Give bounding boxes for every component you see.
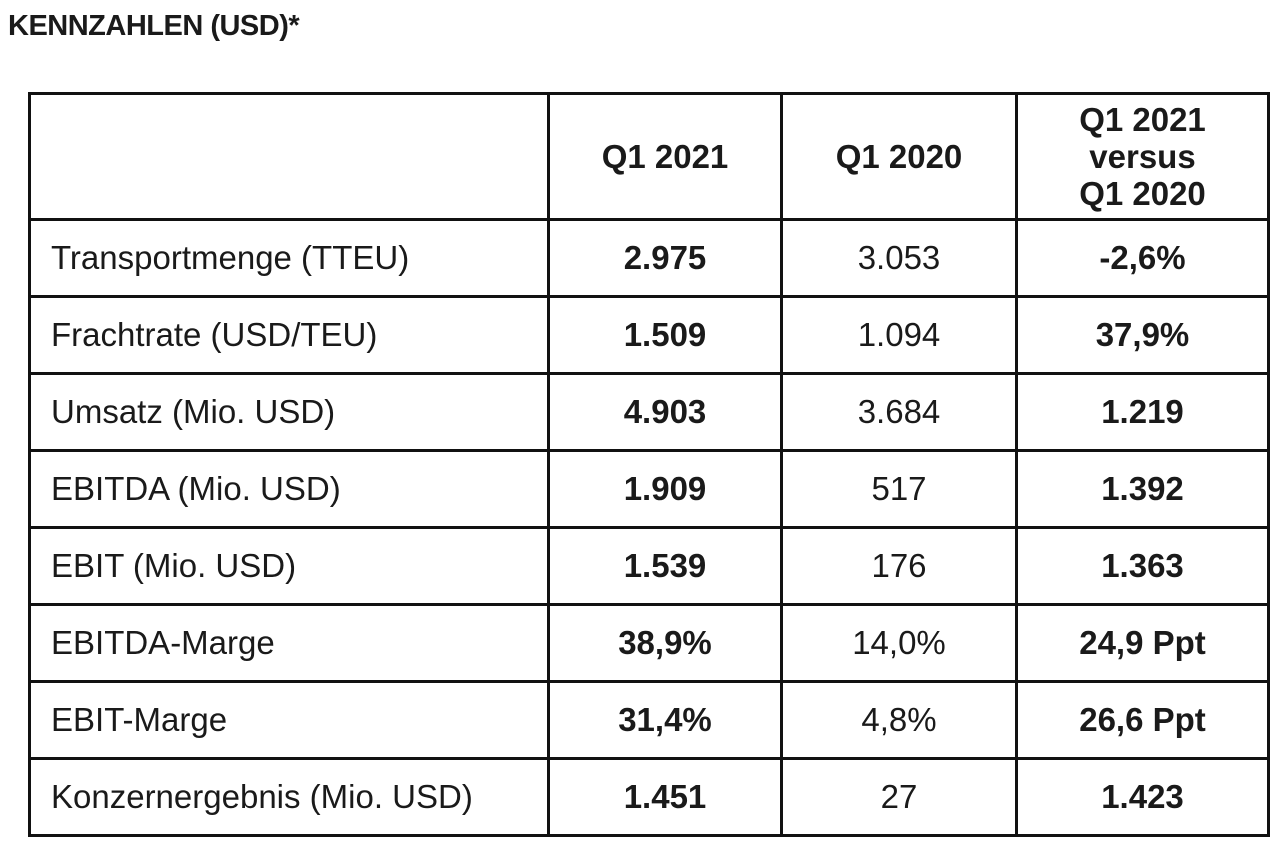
header-q1-2021: Q1 2021 (547, 92, 783, 221)
value-change: 26,6 Ppt (1015, 680, 1270, 760)
value-q1-2021: 1.509 (547, 295, 783, 375)
header-metric (28, 92, 550, 221)
value-q1-2020: 176 (780, 526, 1018, 606)
value-q1-2020: 3.684 (780, 372, 1018, 452)
header-q1-2020: Q1 2020 (780, 92, 1018, 221)
value-change: -2,6% (1015, 218, 1270, 298)
value-q1-2021: 4.903 (547, 372, 783, 452)
metric-label: EBITDA (Mio. USD) (28, 449, 550, 529)
value-q1-2020: 517 (780, 449, 1018, 529)
table-row: EBIT-Marge 31,4% 4,8% 26,6 Ppt (28, 680, 1270, 760)
value-q1-2020: 4,8% (780, 680, 1018, 760)
kpi-table: Q1 2021 Q1 2020 Q1 2021 versus Q1 2020 T… (28, 92, 1270, 837)
value-q1-2020: 27 (780, 757, 1018, 837)
header-change-line: Q1 2020 (1079, 175, 1206, 212)
metric-label: Transportmenge (TTEU) (28, 218, 550, 298)
header-change: Q1 2021 versus Q1 2020 (1015, 92, 1270, 221)
metric-label: Konzernergebnis (Mio. USD) (28, 757, 550, 837)
table-header-row: Q1 2021 Q1 2020 Q1 2021 versus Q1 2020 (28, 92, 1270, 221)
table-row: Umsatz (Mio. USD) 4.903 3.684 1.219 (28, 372, 1270, 452)
metric-label: EBITDA-Marge (28, 603, 550, 683)
table-row: Transportmenge (TTEU) 2.975 3.053 -2,6% (28, 218, 1270, 298)
value-q1-2021: 1.539 (547, 526, 783, 606)
table-row: EBIT (Mio. USD) 1.539 176 1.363 (28, 526, 1270, 606)
value-change: 37,9% (1015, 295, 1270, 375)
page-title: KENNZAHLEN (USD)* (8, 10, 300, 42)
table-row: EBITDA-Marge 38,9% 14,0% 24,9 Ppt (28, 603, 1270, 683)
table-row: Konzernergebnis (Mio. USD) 1.451 27 1.42… (28, 757, 1270, 837)
value-q1-2020: 3.053 (780, 218, 1018, 298)
value-q1-2021: 31,4% (547, 680, 783, 760)
metric-label: EBIT-Marge (28, 680, 550, 760)
value-q1-2020: 1.094 (780, 295, 1018, 375)
value-q1-2020: 14,0% (780, 603, 1018, 683)
header-change-line: versus (1089, 138, 1196, 175)
value-change: 24,9 Ppt (1015, 603, 1270, 683)
value-change: 1.392 (1015, 449, 1270, 529)
value-q1-2021: 1.451 (547, 757, 783, 837)
value-change: 1.363 (1015, 526, 1270, 606)
metric-label: Frachtrate (USD/TEU) (28, 295, 550, 375)
header-change-line: Q1 2021 (1079, 101, 1206, 138)
table-row: Frachtrate (USD/TEU) 1.509 1.094 37,9% (28, 295, 1270, 375)
value-q1-2021: 2.975 (547, 218, 783, 298)
table-row: EBITDA (Mio. USD) 1.909 517 1.392 (28, 449, 1270, 529)
value-change: 1.219 (1015, 372, 1270, 452)
metric-label: Umsatz (Mio. USD) (28, 372, 550, 452)
value-change: 1.423 (1015, 757, 1270, 837)
value-q1-2021: 1.909 (547, 449, 783, 529)
value-q1-2021: 38,9% (547, 603, 783, 683)
metric-label: EBIT (Mio. USD) (28, 526, 550, 606)
